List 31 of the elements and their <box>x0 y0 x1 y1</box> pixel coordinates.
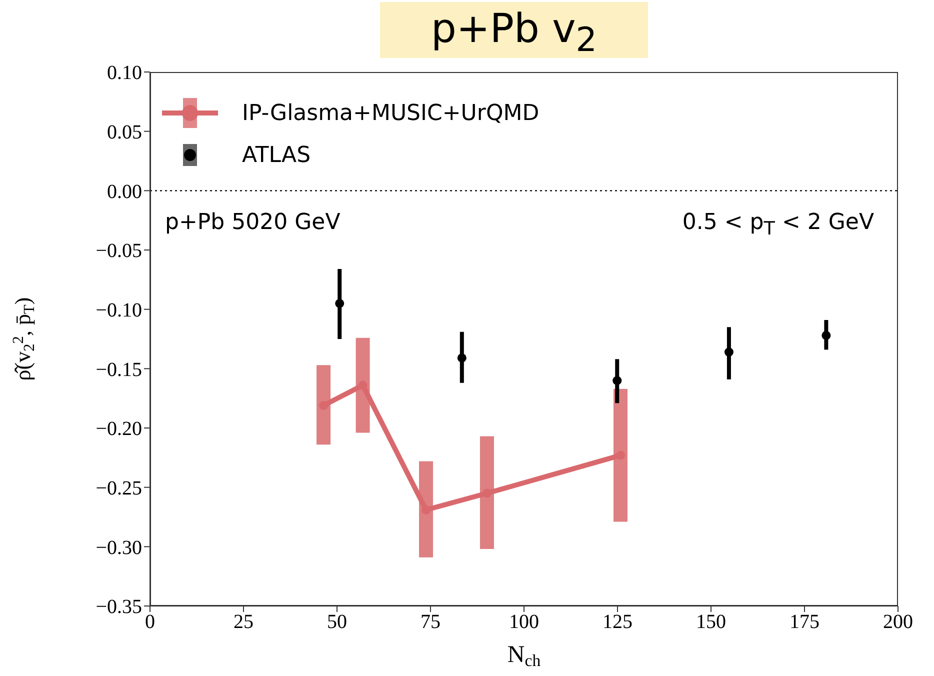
point <box>457 353 466 362</box>
point <box>724 348 734 357</box>
x-tick-label: 200 <box>883 611 913 634</box>
x-axis-title: N$_{ch}$ <box>507 642 542 670</box>
point <box>335 298 344 308</box>
y-tick-label: −0.15 <box>96 358 142 381</box>
y-tick-label: −0.20 <box>96 418 142 440</box>
y-tick-label: −0.35 <box>96 596 142 618</box>
chart-title: p+Pb v$_{2}$ <box>380 2 648 59</box>
x-tick-label: 125 <box>602 611 632 634</box>
point <box>822 330 831 340</box>
legend-label: ATLAS <box>242 142 311 168</box>
y-tick-label: 0.10 <box>107 62 142 84</box>
y-tick-label: −0.10 <box>96 299 142 322</box>
x-tick-label: 25 <box>234 611 254 634</box>
x-tick-label: 175 <box>790 611 820 634</box>
point <box>616 450 626 460</box>
legend-label: IP-Glasma+MUSIC+UrQMD <box>242 100 540 126</box>
x-tick-label: 150 <box>696 611 726 634</box>
y-tick-label: −0.25 <box>96 477 142 500</box>
x-tick-label: 100 <box>509 611 539 634</box>
x-tick-label: 0 <box>145 611 155 634</box>
y-tick-label: −0.30 <box>96 536 142 559</box>
y-tick-label: −0.05 <box>96 240 142 262</box>
point <box>612 376 622 386</box>
y-tick-label: 0.00 <box>107 180 142 203</box>
annotation: 0.5 < p$_{T}$ < 2 GeV <box>682 210 874 240</box>
x-tick-label: 75 <box>420 611 440 634</box>
x-tick-label: 50 <box>327 611 347 634</box>
y-tick-label: 0.05 <box>107 121 142 144</box>
annotation: p+Pb 5020 GeV <box>165 210 340 235</box>
